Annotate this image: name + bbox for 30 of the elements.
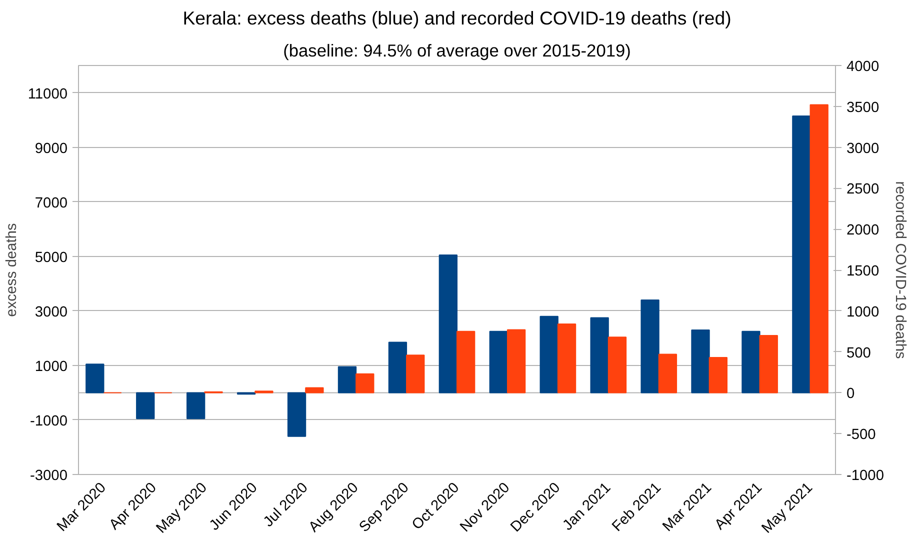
y2-tick-label: 500 — [846, 345, 871, 362]
y-tick-label: -3000 — [30, 468, 68, 484]
y2-tick-label: 3500 — [846, 100, 880, 116]
y2-tick-label: 2500 — [846, 182, 880, 198]
y-tick-label: -1000 — [30, 413, 68, 430]
y-tick-label: 5000 — [34, 250, 68, 266]
chart-title: Kerala: excess deaths (blue) and recorded COVID-19 deaths (red) — [182, 8, 732, 28]
bar — [305, 387, 324, 394]
bar — [438, 254, 458, 394]
y-axis-title: excess deaths — [4, 223, 20, 317]
bar — [136, 392, 155, 420]
y2-tick-label: 3000 — [846, 140, 880, 157]
bar — [640, 299, 660, 394]
y-tick-label: 9000 — [34, 140, 68, 157]
y2-axis-title: recorded COVID-19 deaths — [892, 181, 908, 359]
y2-tick-label: 0 — [846, 386, 855, 402]
y2-tick-label: -1000 — [846, 468, 884, 484]
bar — [287, 392, 306, 437]
y-tick-label: 7000 — [34, 195, 68, 212]
y2-tick-label: 1500 — [846, 264, 880, 280]
chart-subtitle: (baseline: 94.5% of average over 2015-2019) — [283, 40, 631, 60]
bar — [86, 364, 104, 394]
y-tick-label: 3000 — [34, 304, 68, 320]
y-tick-label: 1000 — [34, 358, 68, 375]
y-tick-label: 11000 — [28, 86, 68, 102]
y2-tick-label: -500 — [846, 427, 876, 444]
bar — [186, 392, 206, 420]
y2-tick-label: 4000 — [846, 59, 880, 75]
y2-tick-label: 2000 — [846, 222, 880, 239]
y2-tick-label: 1000 — [846, 304, 880, 320]
